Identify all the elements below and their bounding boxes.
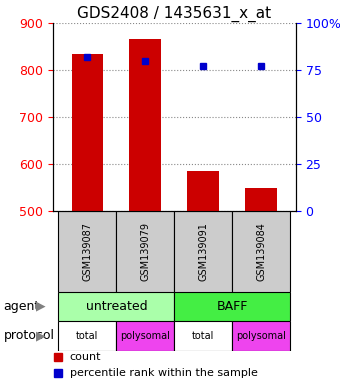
Bar [130,40,161,211]
Bar [174,211,232,291]
Text: GSM139079: GSM139079 [140,222,150,281]
Bar [174,291,290,321]
Text: count: count [70,352,101,362]
Bar [58,291,174,321]
Text: protocol: protocol [3,329,54,343]
Text: untreated: untreated [86,300,147,313]
Bar [174,321,232,351]
Bar [116,321,174,351]
Text: BAFF: BAFF [217,300,248,313]
Text: total: total [76,331,99,341]
Text: percentile rank within the sample: percentile rank within the sample [70,368,258,378]
Bar [232,321,290,351]
Bar [58,211,116,291]
Text: agent: agent [3,300,40,313]
Text: total: total [192,331,215,341]
Text: GSM139091: GSM139091 [198,222,208,281]
Title: GDS2408 / 1435631_x_at: GDS2408 / 1435631_x_at [77,5,271,22]
Text: ▶: ▶ [36,329,45,343]
Bar [187,171,219,211]
Bar [116,211,174,291]
Bar [58,321,116,351]
Text: polysomal: polysomal [236,331,286,341]
Text: polysomal: polysomal [120,331,170,341]
Bar [245,187,277,211]
Text: GSM139087: GSM139087 [82,222,92,281]
Text: GSM139084: GSM139084 [256,222,266,281]
Bar [232,211,290,291]
Text: ▶: ▶ [36,300,45,313]
Bar [71,54,103,211]
